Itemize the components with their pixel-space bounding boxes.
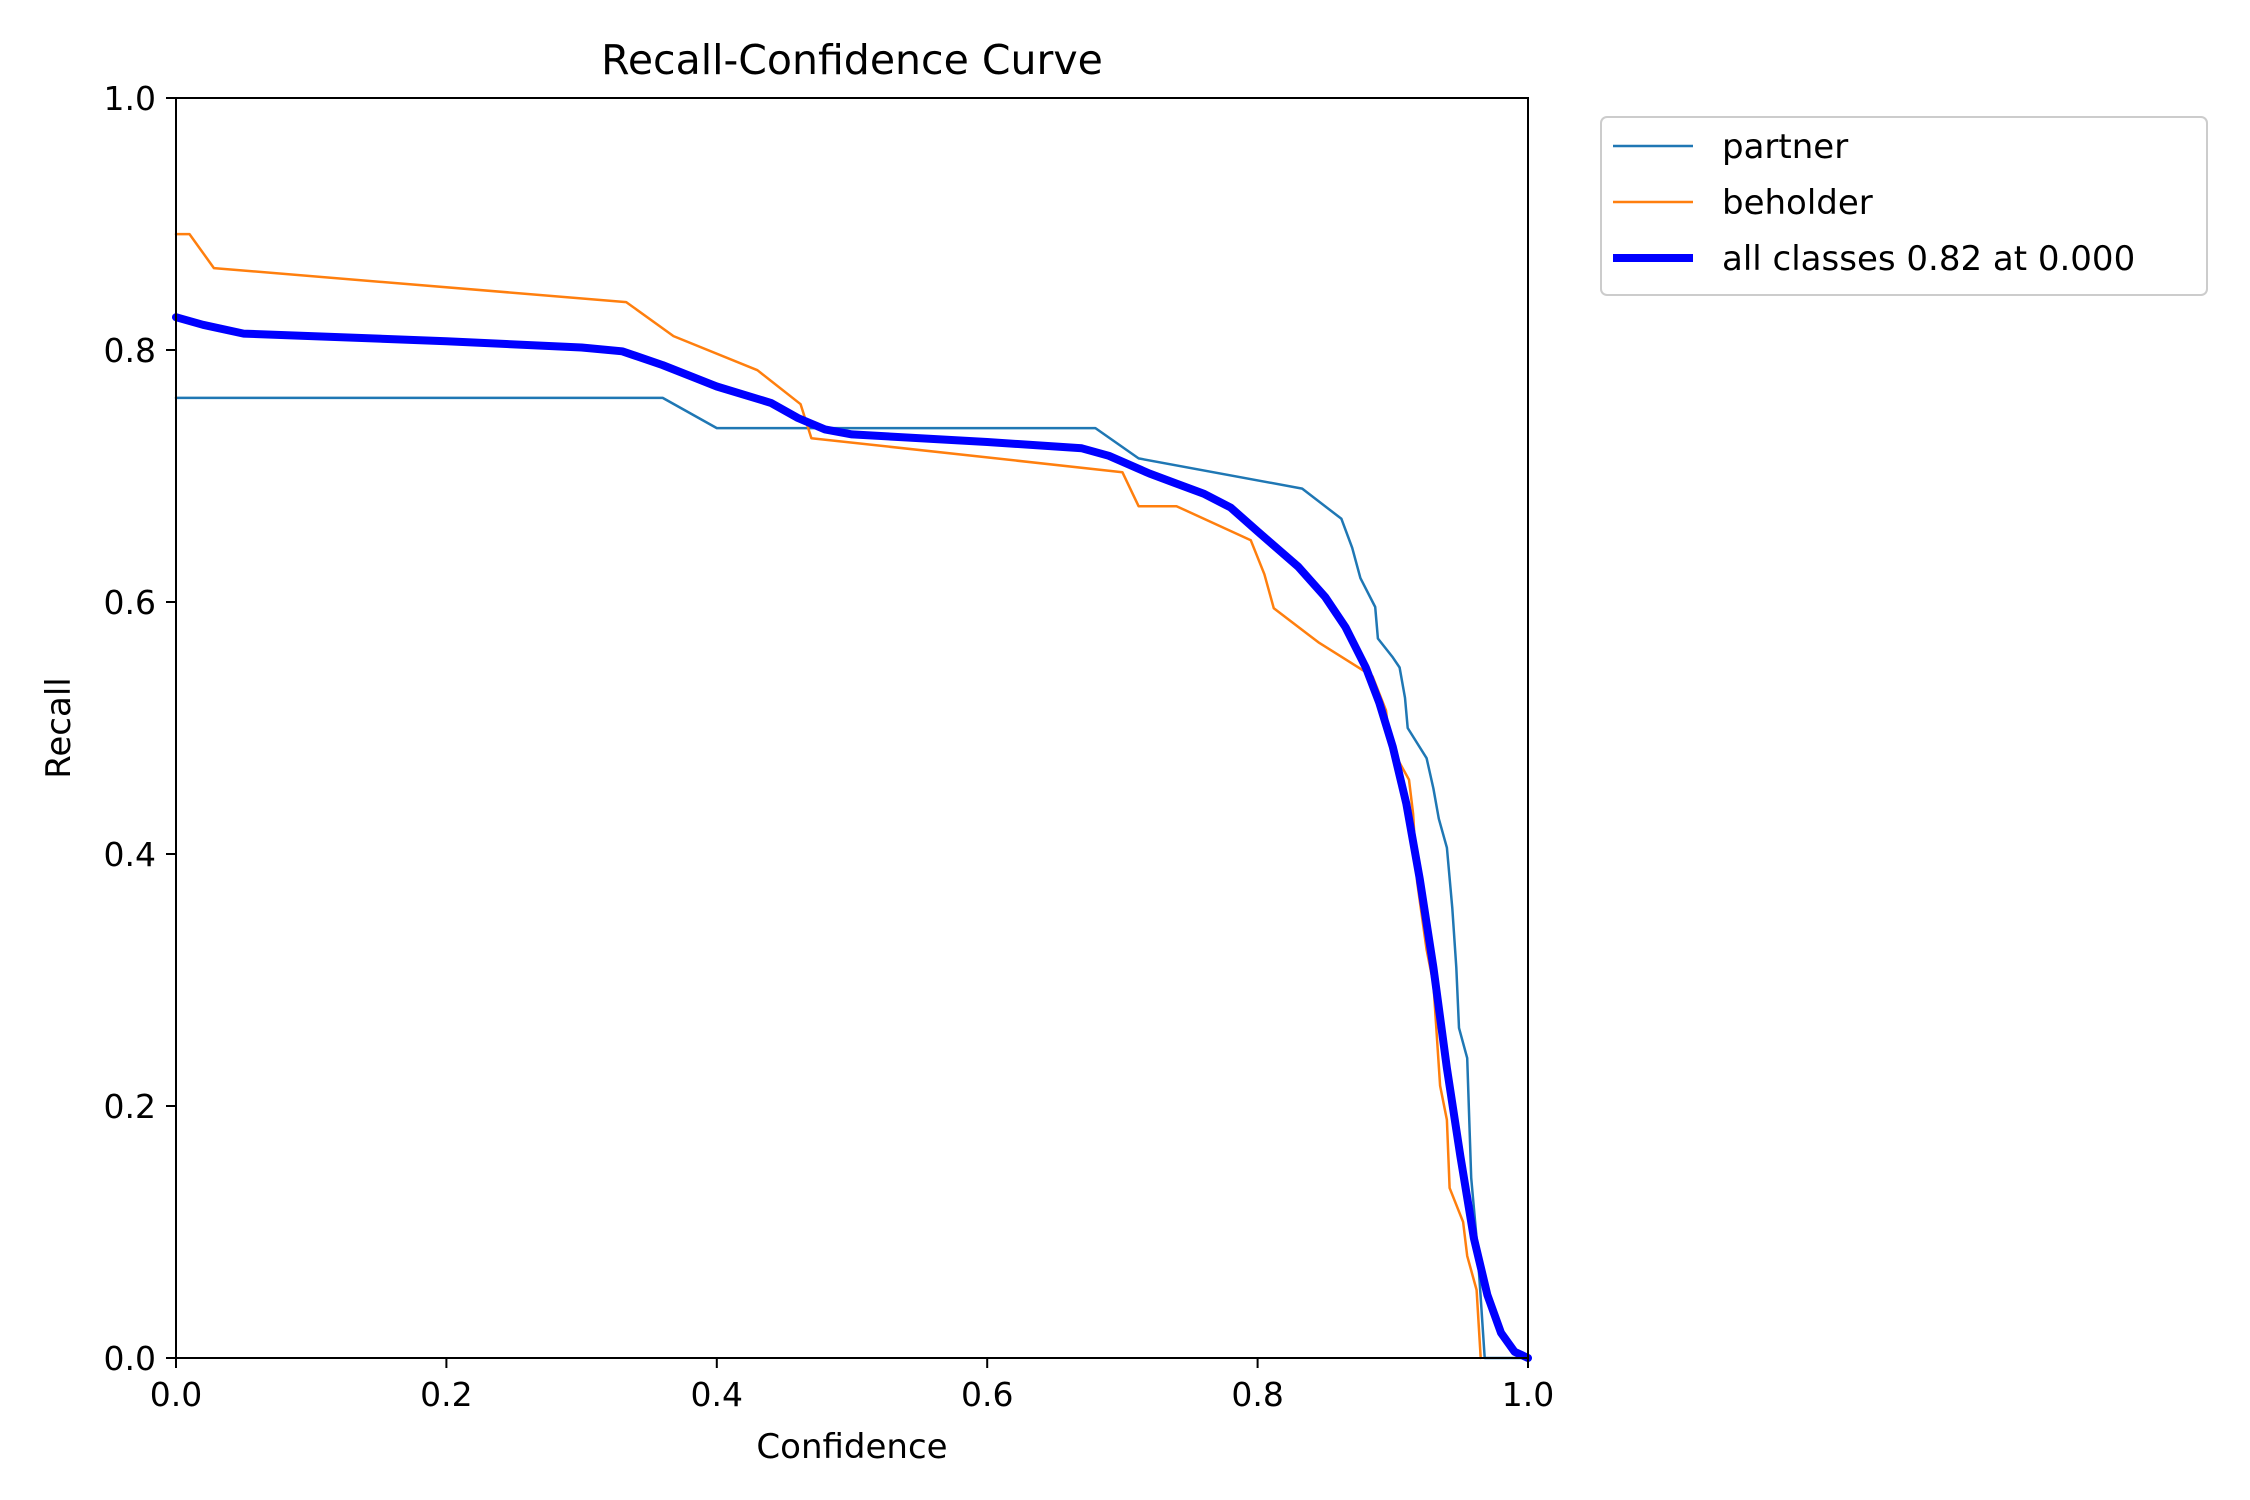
x-tick-label: 0.6 (961, 1375, 1013, 1414)
y-tick-label: 0.0 (104, 1339, 156, 1378)
y-tick-label: 0.2 (104, 1087, 156, 1126)
x-tick-label: 0.0 (150, 1375, 202, 1414)
x-axis: 0.0 0.2 0.4 0.6 0.8 1.0 (150, 1358, 1554, 1414)
x-tick-label: 0.4 (691, 1375, 743, 1414)
legend-label-3: all classes 0.82 at 0.000 (1722, 239, 2135, 279)
y-tick-label: 1.0 (104, 79, 156, 118)
series-line-1 (174, 396, 1530, 1360)
x-tick-label: 0.8 (1231, 1375, 1283, 1414)
legend-box (1600, 116, 2208, 296)
chart-title: Recall-Confidence Curve (601, 36, 1103, 84)
y-axis-label: Recall (39, 677, 79, 778)
y-tick-label: 0.6 (104, 583, 156, 622)
series-line-3 (172, 313, 1532, 1362)
series-group (172, 232, 1532, 1362)
legend-label-2: beholder (1722, 183, 1873, 223)
legend: partner beholder all classes 0.82 at 0.000 (1600, 116, 2208, 296)
y-axis: 0.0 0.2 0.4 0.6 0.8 1.0 (104, 79, 176, 1378)
plot-frame (175, 97, 1529, 1359)
x-tick-label: 0.2 (420, 1375, 472, 1414)
x-axis-label: Confidence (756, 1427, 947, 1467)
x-tick-label: 1.0 (1502, 1375, 1554, 1414)
legend-label-1: partner (1722, 127, 1848, 167)
y-tick-label: 0.4 (104, 835, 156, 874)
series-line-2 (174, 232, 1482, 1360)
y-tick-label: 0.8 (104, 331, 156, 370)
plot-area (176, 98, 1528, 1358)
